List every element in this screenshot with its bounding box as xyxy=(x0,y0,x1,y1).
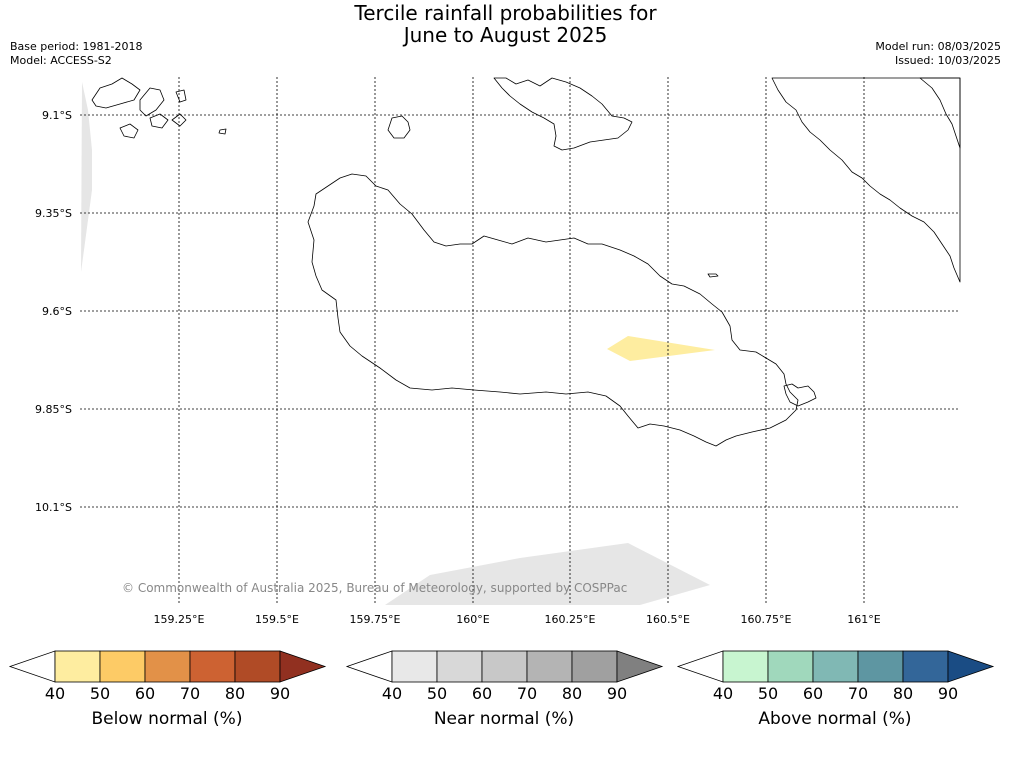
coastline-islet-east xyxy=(707,273,719,278)
lon-label: 159.75°E xyxy=(350,613,401,626)
coastline-marau xyxy=(783,383,817,407)
below-normal-shade xyxy=(607,336,715,361)
colorbar-tick-label: 90 xyxy=(270,684,290,703)
colorbar-label-below: Below normal (%) xyxy=(91,709,243,729)
latitude-labels: 9.1°S 9.35°S 9.6°S 9.85°S 10.1°S xyxy=(35,109,72,514)
colorbar-segment xyxy=(144,650,191,683)
colorbar-tick-label: 50 xyxy=(758,684,778,703)
colorbar-segment xyxy=(99,650,146,683)
colorbar-tick-label: 90 xyxy=(938,684,958,703)
colorbar-tick-label: 50 xyxy=(90,684,110,703)
coastline-russell-5 xyxy=(171,113,187,127)
lon-label: 160.75°E xyxy=(741,613,792,626)
colorbar-tick-label: 70 xyxy=(517,684,537,703)
colorbar-segment xyxy=(902,650,949,683)
model-run: Model run: 08/03/2025 xyxy=(875,40,1001,53)
model-name: Model: ACCESS-S2 xyxy=(10,54,112,67)
lon-label: 160.5°E xyxy=(646,613,690,626)
colorbar-tick-label: 50 xyxy=(427,684,447,703)
colorbar-segment xyxy=(189,650,236,683)
lat-label: 9.35°S xyxy=(35,207,72,220)
colorbar-extend-low xyxy=(345,650,393,683)
lat-label: 9.6°S xyxy=(42,305,72,318)
map-title-line-1: Tercile rainfall probabilities for xyxy=(354,1,657,25)
colorbar-above: 40 50 60 70 80 90 xyxy=(676,650,995,703)
coastline-russell-7 xyxy=(218,128,227,135)
meta-right: Model run: 08/03/2025 Issued: 10/03/2025 xyxy=(875,40,1001,68)
coastlines xyxy=(91,77,961,447)
near-normal-shade-south xyxy=(385,543,710,605)
near-normal-shade-west xyxy=(81,82,92,272)
coastline-malaita xyxy=(771,77,961,283)
colorbar-near: 40 50 60 70 80 90 xyxy=(345,650,664,703)
colorbar-extend-high xyxy=(947,650,995,683)
colorbar-tick-label: 70 xyxy=(180,684,200,703)
colorbar-tick-label: 70 xyxy=(848,684,868,703)
colorbar-tick-label: 90 xyxy=(607,684,627,703)
map-title-line-2: June to August 2025 xyxy=(403,23,608,47)
lon-label: 159.25°E xyxy=(154,613,205,626)
colorbars: 40 50 60 70 80 90 40 50 60 70 80 90 40 50 60 70 80 90 xyxy=(8,650,995,703)
lat-label: 10.1°S xyxy=(35,501,72,514)
colorbar-segment xyxy=(234,650,281,683)
coastline-florida xyxy=(493,77,633,151)
colorbar-below: 40 50 60 70 80 90 xyxy=(8,650,327,703)
colorbar-segment xyxy=(722,650,769,683)
coastline-russell-6 xyxy=(175,89,187,103)
lon-label: 160.25°E xyxy=(545,613,596,626)
lon-label: 159.5°E xyxy=(255,613,299,626)
colorbar-label-near: Near normal (%) xyxy=(433,709,575,729)
colorbar-tick-label: 40 xyxy=(382,684,402,703)
meta-left: Base period: 1981-2018 Model: ACCESS-S2 xyxy=(10,40,142,68)
longitude-labels: 159.25°E 159.5°E 159.75°E 160°E 160.25°E… xyxy=(154,613,881,626)
colorbar-extend-low xyxy=(676,650,724,683)
colorbar-tick-label: 80 xyxy=(562,684,582,703)
lat-label: 9.1°S xyxy=(42,109,72,122)
colorbar-tick-label: 80 xyxy=(225,684,245,703)
colorbar-segment xyxy=(391,650,438,683)
colorbar-tick-label: 80 xyxy=(893,684,913,703)
colorbar-extend-high xyxy=(279,650,327,683)
graticule xyxy=(80,77,960,605)
colorbar-tick-label: 40 xyxy=(713,684,733,703)
coastline-russell-1 xyxy=(91,77,141,109)
coastline-guadalcanal xyxy=(307,173,799,447)
lon-label: 161°E xyxy=(847,613,880,626)
colorbar-segment xyxy=(481,650,528,683)
colorbar-segment xyxy=(812,650,859,683)
coastline-russell-3 xyxy=(119,123,139,139)
colorbar-extend-high xyxy=(616,650,664,683)
base-period: Base period: 1981-2018 xyxy=(10,40,143,53)
colorbar-segment xyxy=(767,650,814,683)
colorbar-extend-low xyxy=(8,650,56,683)
coastline-islet-north xyxy=(387,115,411,139)
colorbar-segment xyxy=(857,650,904,683)
lon-label: 160°E xyxy=(456,613,489,626)
coastline-russell-4 xyxy=(149,113,169,129)
colorbar-tick-label: 40 xyxy=(45,684,65,703)
colorbar-tick-label: 60 xyxy=(803,684,823,703)
colorbar-label-above: Above normal (%) xyxy=(758,709,912,729)
colorbar-tick-label: 60 xyxy=(472,684,492,703)
colorbar-segment xyxy=(571,650,618,683)
copyright-notice: © Commonwealth of Australia 2025, Bureau… xyxy=(122,581,627,595)
coastline-russell-2 xyxy=(139,87,165,117)
colorbar-segment xyxy=(54,650,101,683)
colorbar-tick-label: 60 xyxy=(135,684,155,703)
lat-label: 9.85°S xyxy=(35,403,72,416)
colorbar-segment xyxy=(436,650,483,683)
colorbar-segment xyxy=(526,650,573,683)
coastline-malaita-ne xyxy=(919,77,961,149)
issued-date: Issued: 10/03/2025 xyxy=(894,54,1001,67)
